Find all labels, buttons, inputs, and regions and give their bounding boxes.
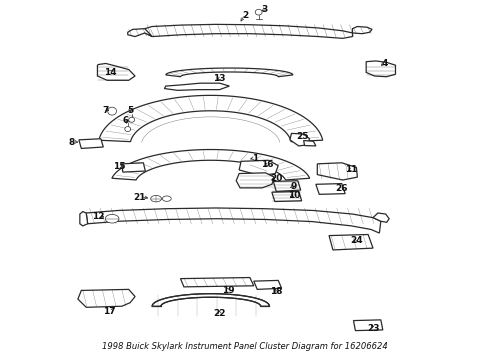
Text: 4: 4 (381, 59, 388, 68)
Text: 19: 19 (221, 286, 234, 295)
Text: 8: 8 (69, 138, 74, 147)
Polygon shape (79, 139, 103, 148)
Text: 11: 11 (345, 166, 358, 175)
Ellipse shape (129, 117, 135, 122)
Text: 16: 16 (261, 161, 273, 170)
Polygon shape (164, 83, 229, 90)
Text: 14: 14 (104, 68, 117, 77)
Text: 20: 20 (270, 174, 283, 183)
Text: 6: 6 (122, 116, 128, 125)
Text: 26: 26 (336, 184, 348, 193)
Text: 3: 3 (262, 5, 268, 14)
Polygon shape (366, 61, 395, 77)
Polygon shape (180, 278, 254, 287)
Polygon shape (239, 160, 278, 176)
Text: 23: 23 (367, 324, 379, 333)
Polygon shape (273, 181, 301, 192)
Ellipse shape (151, 195, 161, 202)
Text: 13: 13 (213, 75, 226, 84)
Text: 21: 21 (134, 193, 146, 202)
Polygon shape (80, 212, 88, 226)
Polygon shape (152, 294, 270, 306)
Ellipse shape (105, 215, 119, 223)
Text: 10: 10 (288, 190, 300, 199)
Polygon shape (316, 184, 345, 194)
Text: 24: 24 (350, 236, 363, 245)
Polygon shape (86, 208, 381, 233)
Polygon shape (304, 140, 316, 146)
Text: 1998 Buick Skylark Instrument Panel Cluster Diagram for 16206624: 1998 Buick Skylark Instrument Panel Clus… (102, 342, 388, 351)
Polygon shape (78, 289, 135, 307)
Text: 9: 9 (291, 182, 297, 191)
Polygon shape (128, 29, 152, 37)
Text: 5: 5 (127, 105, 133, 114)
Polygon shape (166, 68, 293, 77)
Text: 7: 7 (102, 105, 109, 114)
Polygon shape (112, 149, 310, 180)
Ellipse shape (125, 127, 131, 132)
Ellipse shape (162, 196, 171, 201)
Text: 25: 25 (296, 132, 309, 141)
Text: 1: 1 (252, 154, 258, 163)
Text: 12: 12 (92, 212, 105, 221)
Text: 17: 17 (103, 307, 116, 316)
Polygon shape (98, 63, 135, 80)
Text: 2: 2 (242, 10, 248, 19)
Text: 15: 15 (113, 162, 125, 171)
Polygon shape (373, 213, 389, 222)
Polygon shape (99, 95, 323, 141)
Polygon shape (318, 163, 357, 180)
Text: 22: 22 (213, 309, 226, 318)
Ellipse shape (108, 107, 117, 115)
Polygon shape (236, 173, 274, 188)
Ellipse shape (255, 9, 262, 15)
Polygon shape (145, 24, 352, 39)
Polygon shape (122, 163, 146, 172)
Polygon shape (272, 192, 302, 202)
Polygon shape (290, 134, 310, 146)
Polygon shape (254, 280, 282, 289)
Polygon shape (353, 320, 383, 330)
Text: 18: 18 (270, 287, 283, 296)
Polygon shape (329, 234, 373, 250)
Polygon shape (352, 27, 372, 34)
